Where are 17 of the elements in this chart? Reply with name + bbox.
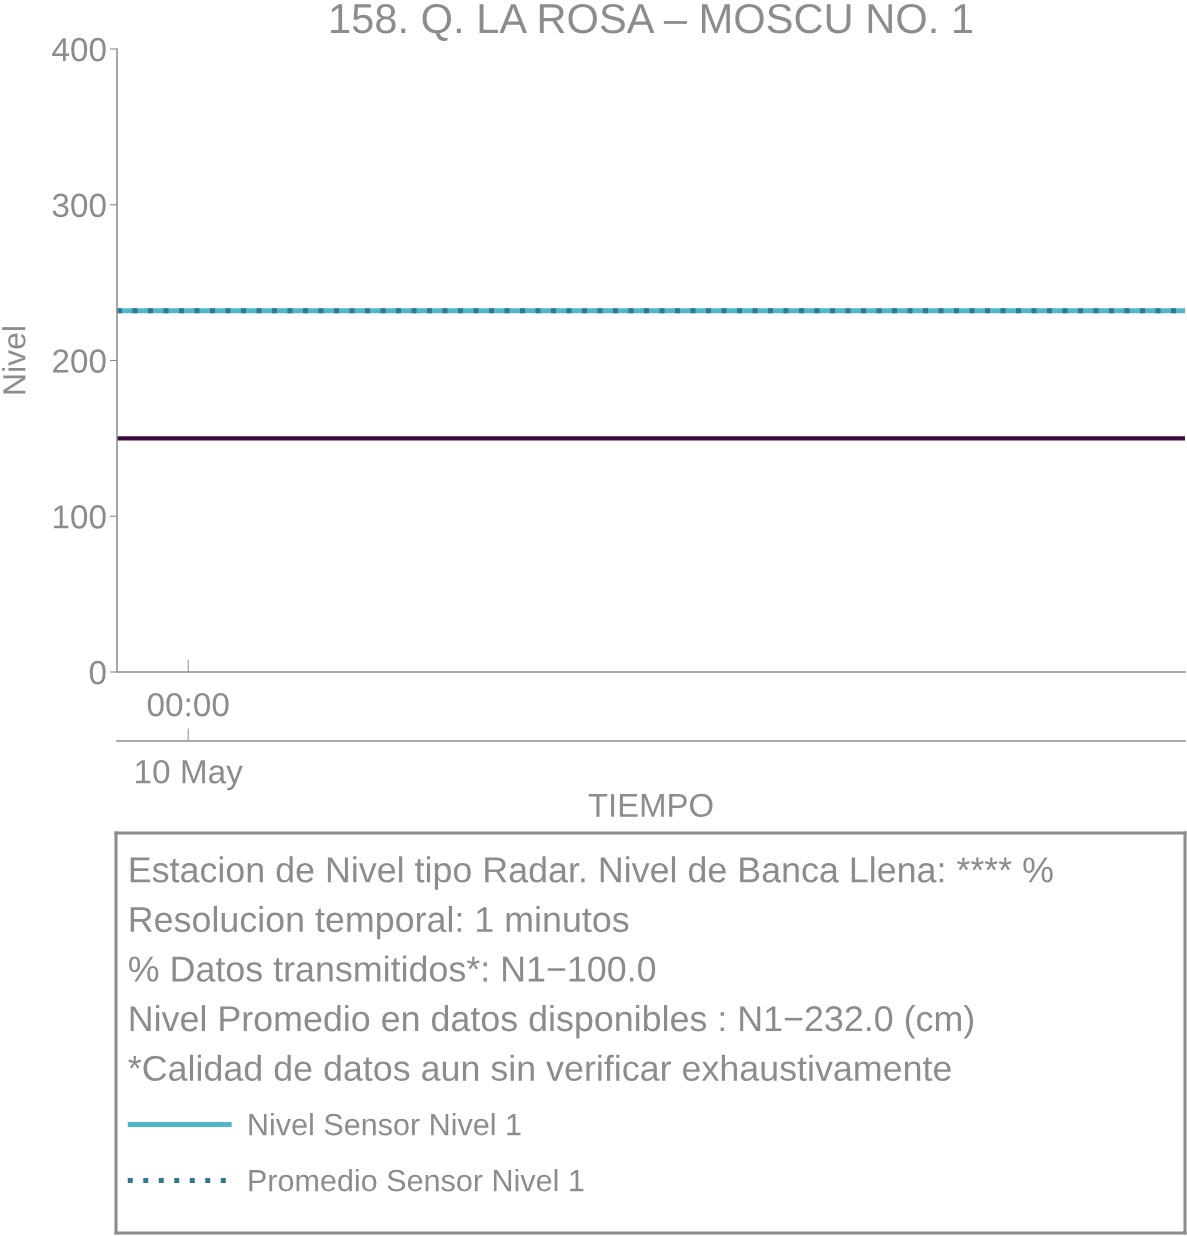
text: Nivel Promedio en datos disponibles : N1−232.0 (cm) [130,1005,974,1039]
x-axis-title: TIEMPO [588,793,713,818]
y-tick-label: 300 [52,193,106,218]
y-tick-label: 100 [53,505,106,529]
legend-label: Nivel Sensor Nivel 1 [249,1113,521,1136]
y-axis-title: Nivel [2,327,26,394]
text: % Datos transmitidos*: N1−100.0 [129,955,656,982]
legend-label: Promedio Sensor Nivel 1 [249,1168,584,1192]
chart-title: 158. Q. LA ROSA – MOSCU NO. 1 [331,3,973,41]
text: *Calidad de datos aun sin verificar exhaustivamente [128,1054,951,1082]
text: Estacion de Nivel tipo Radar. Nivel de Banca Llena: **** % [130,856,1053,890]
text: Resolucion temporal: 1 minutos [130,905,629,940]
y-tick-label: 0 [89,660,106,685]
y-tick-label: 400 [52,37,106,62]
y-tick-label: 200 [53,349,106,373]
x-tick-label: 00:00 [147,692,229,717]
annotation: 10 May [136,759,243,791]
